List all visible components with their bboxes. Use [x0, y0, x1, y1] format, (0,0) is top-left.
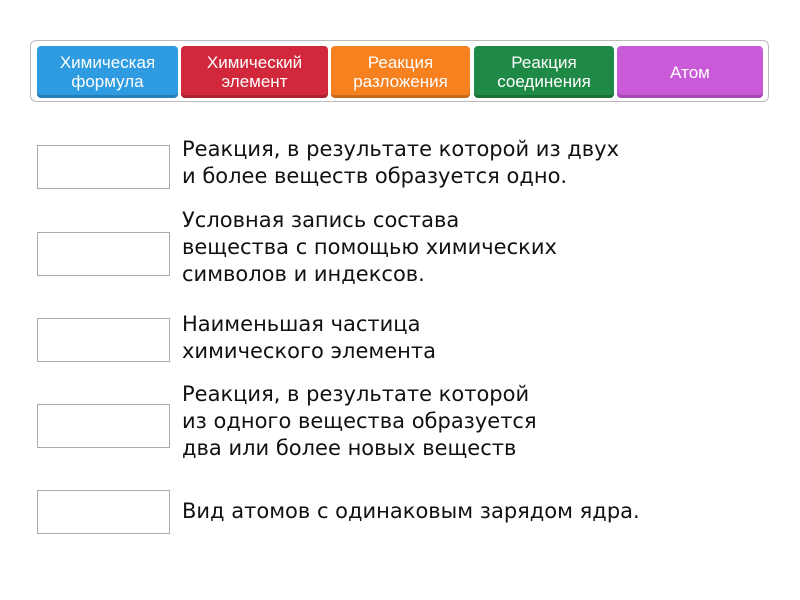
- tile-atom[interactable]: Атом: [617, 46, 763, 98]
- answer-bank: Химическая формула Химический элемент Ре…: [30, 40, 769, 102]
- clue-4: Реакция, в результате которой из одного …: [182, 382, 537, 460]
- tile-chemical-formula[interactable]: Химическая формула: [37, 46, 178, 98]
- drop-slot-3[interactable]: [37, 318, 170, 362]
- drop-slot-5[interactable]: [37, 490, 170, 534]
- drop-slot-1[interactable]: [37, 145, 170, 189]
- tile-chemical-element[interactable]: Химический элемент: [181, 46, 328, 98]
- tile-combination-reaction[interactable]: Реакция соединения: [474, 46, 614, 98]
- clue-5: Вид атомов с одинаковым зарядом ядра.: [182, 499, 640, 523]
- clue-3: Наименьшая частица химического элемента: [182, 312, 436, 363]
- clue-2: Условная запись состава вещества с помощ…: [182, 208, 557, 286]
- drop-slot-2[interactable]: [37, 232, 170, 276]
- tile-decomposition-reaction[interactable]: Реакция разложения: [331, 46, 470, 98]
- drop-slot-4[interactable]: [37, 404, 170, 448]
- clue-1: Реакция, в результате которой из двух и …: [182, 137, 620, 188]
